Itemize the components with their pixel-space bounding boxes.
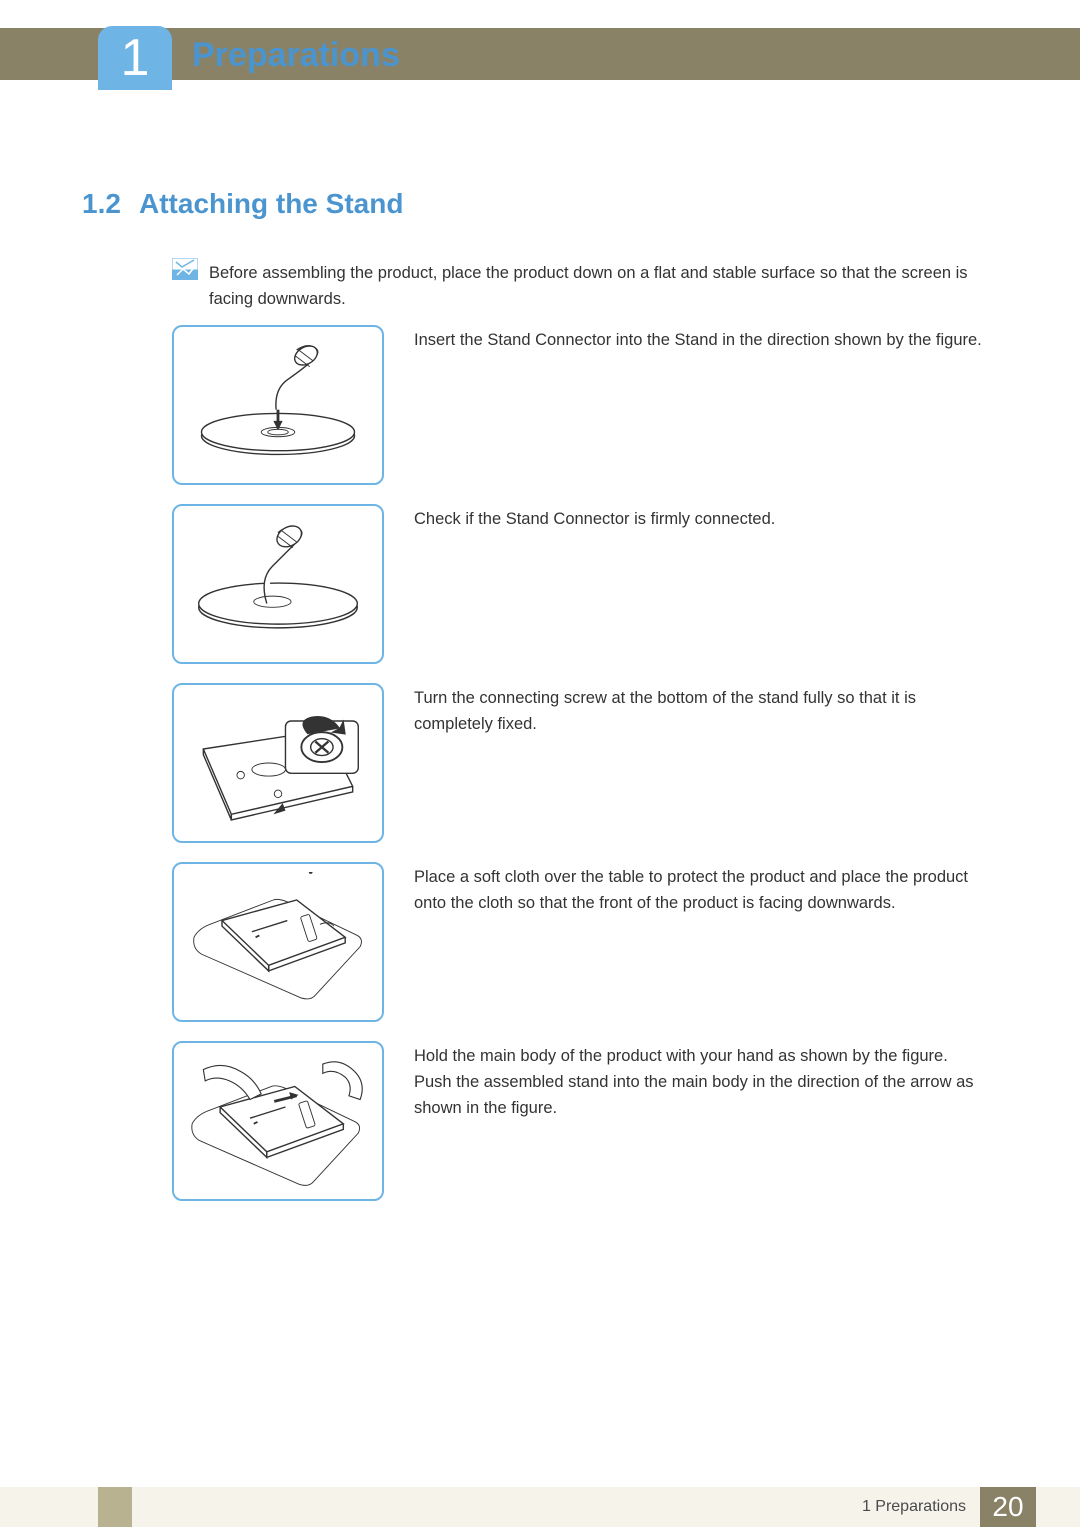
chapter-number: 1 xyxy=(121,28,150,88)
chapter-title: Preparations xyxy=(192,36,400,75)
intro-text: Before assembling the product, place the… xyxy=(209,260,986,312)
note-icon xyxy=(172,258,198,280)
step-text: Insert the Stand Connector into the Stan… xyxy=(414,325,986,485)
page-number: 20 xyxy=(992,1491,1023,1523)
section-title: Attaching the Stand xyxy=(139,188,403,220)
step-figure-5 xyxy=(172,1041,384,1201)
step-figure-3 xyxy=(172,683,384,843)
step-row: Place a soft cloth over the table to pro… xyxy=(172,862,986,1022)
step-row: Check if the Stand Connector is firmly c… xyxy=(172,504,986,664)
step-text: Check if the Stand Connector is firmly c… xyxy=(414,504,986,664)
step-row: Hold the main body of the product with y… xyxy=(172,1041,986,1201)
footer-accent xyxy=(98,1487,132,1527)
chapter-badge: 1 xyxy=(98,26,172,90)
step-text: Turn the connecting screw at the bottom … xyxy=(414,683,986,843)
step-text: Place a soft cloth over the table to pro… xyxy=(414,862,986,1022)
step-row: Turn the connecting screw at the bottom … xyxy=(172,683,986,843)
step-figure-1 xyxy=(172,325,384,485)
page-number-badge: 20 xyxy=(980,1487,1036,1527)
section-number: 1.2 xyxy=(82,188,121,220)
step-figure-4 xyxy=(172,862,384,1022)
step-row: Insert the Stand Connector into the Stan… xyxy=(172,325,986,485)
footer-chapter-label: 1 Preparations xyxy=(862,1487,966,1527)
step-figure-2 xyxy=(172,504,384,664)
step-text: Hold the main body of the product with y… xyxy=(414,1041,986,1201)
